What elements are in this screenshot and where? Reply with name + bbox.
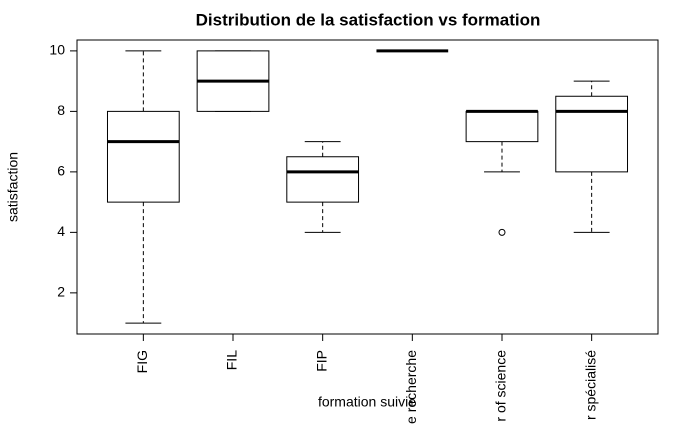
x-tick-label: r of science <box>493 350 509 422</box>
x-tick-label: FIG <box>134 350 150 373</box>
y-tick-label: 8 <box>57 102 65 118</box>
box <box>555 95 629 173</box>
box <box>465 110 539 143</box>
y-tick-label: 4 <box>57 223 65 239</box>
chart-title: Distribution de la satisfaction vs forma… <box>196 10 541 29</box>
x-axis-label: formation suivie <box>318 394 416 410</box>
y-axis-label: satisfaction <box>5 152 21 222</box>
y-tick-label: 6 <box>57 163 65 179</box>
x-tick-label: FIP <box>313 350 329 372</box>
y-tick-label: 2 <box>57 284 65 300</box>
x-tick-label: r spécialisé <box>582 350 598 420</box>
y-tick-label: 10 <box>49 42 65 58</box>
box <box>106 110 180 203</box>
plot-frame <box>76 39 659 335</box>
x-tick-label: FIL <box>224 350 240 370</box>
outlier <box>498 228 506 236</box>
box <box>286 156 360 203</box>
x-tick-label: e recherche <box>403 350 419 424</box>
